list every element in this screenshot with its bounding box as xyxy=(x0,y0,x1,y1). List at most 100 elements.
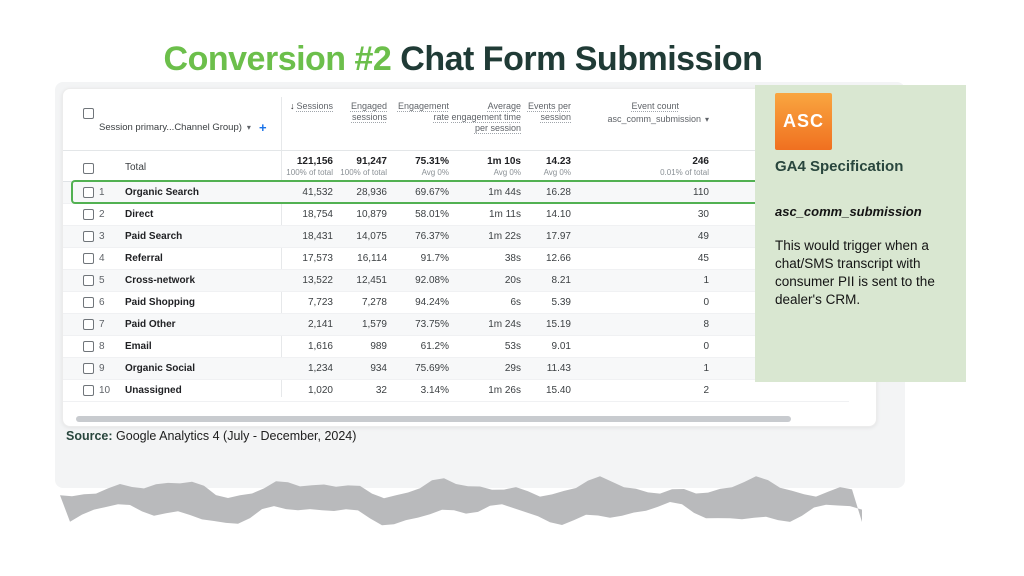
select-all-checkbox[interactable] xyxy=(83,108,94,119)
channel-name: Paid Other xyxy=(125,319,176,330)
column-header-engagement-rate[interactable]: Engagement rate xyxy=(397,101,449,122)
sessions-value: 18,431 xyxy=(302,231,333,242)
total-avg-time: 1m 10s Avg 0% xyxy=(487,156,521,177)
row-spacer xyxy=(709,380,849,401)
row-checkbox[interactable] xyxy=(83,385,94,396)
table-row[interactable]: 7 Paid Other 2,141 1,579 73.75% 1m 24s 15.19 8 xyxy=(63,314,849,336)
title-rest: Chat Form Submission xyxy=(391,40,763,78)
horizontal-scrollbar[interactable] xyxy=(76,416,791,422)
row-checkbox[interactable] xyxy=(83,209,94,220)
sessions-value: 1,234 xyxy=(307,363,333,374)
total-event-count: 246 0.01% of total xyxy=(660,156,709,177)
row-checkbox-cell xyxy=(63,380,99,401)
table-row[interactable]: 3 Paid Search 18,431 14,075 76.37% 1m 22s 17.9… xyxy=(63,226,849,248)
row-checkbox[interactable] xyxy=(83,319,94,330)
channel-name: Cross-network xyxy=(125,275,196,286)
table-row[interactable]: 10 Unassigned 1,020 32 3.14% 1m 26s 15.40 2 xyxy=(63,380,849,402)
torn-paper-edge-decoration xyxy=(60,476,862,526)
event-count-value: 1 xyxy=(703,275,709,286)
select-all-cell xyxy=(63,89,99,150)
dimension-header[interactable]: Session primary...Channel Group) ▾ + xyxy=(99,89,281,150)
row-checkbox-cell xyxy=(63,204,99,225)
row-number: 6 xyxy=(99,297,105,308)
channel-name: Paid Search xyxy=(125,231,183,242)
engagement-rate-value: 91.7% xyxy=(420,253,449,264)
total-engaged: 91,247 100% of total xyxy=(340,156,387,177)
row-checkbox[interactable] xyxy=(83,187,94,198)
table-row[interactable]: 9 Organic Social 1,234 934 75.69% 29s 11.43 1 xyxy=(63,358,849,380)
chevron-down-icon[interactable]: ▾ xyxy=(704,115,709,124)
column-header-sessions[interactable]: ↓ Sessions xyxy=(289,101,333,111)
table-row[interactable]: 2 Direct 18,754 10,879 58.01% 1m 11s 14.10 30 xyxy=(63,204,849,226)
sessions-value: 1,020 xyxy=(307,385,333,396)
table-row[interactable]: 6 Paid Shopping 7,723 7,278 94.24% 6s 5.39 0 xyxy=(63,292,849,314)
table-body: 1 Organic Search 41,532 28,936 69.67% 1m 44s 1… xyxy=(63,180,849,402)
total-sessions: 121,156 100% of total xyxy=(286,156,333,177)
table-row[interactable]: 8 Email 1,616 989 61.2% 53s 9.01 0 xyxy=(63,336,849,358)
spec-heading: GA4 Specification xyxy=(775,158,904,175)
avg-engagement-time-value: 6s xyxy=(510,297,521,308)
table-header: Session primary...Channel Group) ▾ + ↓ Se… xyxy=(63,89,849,151)
row-checkbox-cell xyxy=(63,314,99,335)
total-checkbox[interactable] xyxy=(83,163,94,174)
row-checkbox-cell xyxy=(63,182,99,203)
row-number: 7 xyxy=(99,319,105,330)
asc-logo-text: ASC xyxy=(782,111,824,131)
channel-name: Direct xyxy=(125,209,154,220)
dimension-label: Session primary...Channel Group) xyxy=(99,122,242,133)
table-row[interactable]: 5 Cross-network 13,522 12,451 92.08% 20s 8.21 1 xyxy=(63,270,849,292)
row-number: 3 xyxy=(99,231,105,242)
chevron-down-icon[interactable]: ▾ xyxy=(246,123,251,132)
table-row[interactable]: 4 Referral 17,573 16,114 91.7% 38s 12.66 45 xyxy=(63,248,849,270)
engaged-sessions-value: 1,579 xyxy=(361,319,387,330)
channel-name: Unassigned xyxy=(125,385,182,396)
row-checkbox[interactable] xyxy=(83,341,94,352)
avg-engagement-time-value: 1m 24s xyxy=(488,319,521,330)
sessions-value: 18,754 xyxy=(302,209,333,220)
avg-engagement-time-value: 1m 26s xyxy=(488,385,521,396)
avg-engagement-time-value: 38s xyxy=(504,253,521,264)
add-dimension-icon[interactable]: + xyxy=(258,120,267,135)
engaged-sessions-value: 14,075 xyxy=(356,231,387,242)
events-per-session-value: 15.19 xyxy=(545,319,571,330)
events-per-session-value: 15.40 xyxy=(545,385,571,396)
events-per-session-value: 11.43 xyxy=(546,363,571,374)
table-row[interactable]: 1 Organic Search 41,532 28,936 69.67% 1m 44s 1… xyxy=(63,180,849,204)
column-header-engaged-sessions[interactable]: Engaged sessions xyxy=(350,101,387,122)
column-header-events-per-session[interactable]: Events per session xyxy=(527,101,571,122)
sessions-value: 2,141 xyxy=(307,319,333,330)
row-checkbox[interactable] xyxy=(83,363,94,374)
sessions-value: 13,522 xyxy=(302,275,333,286)
row-checkbox[interactable] xyxy=(83,297,94,308)
events-per-session-value: 14.10 xyxy=(545,209,571,220)
column-header-avg-engagement-time[interactable]: Average engagement time per session xyxy=(451,101,521,133)
channel-name: Referral xyxy=(125,253,163,264)
event-count-value: 49 xyxy=(697,231,709,242)
engagement-rate-value: 76.37% xyxy=(415,231,449,242)
engagement-rate-value: 61.2% xyxy=(420,341,449,352)
total-rate: 75.31% Avg 0% xyxy=(415,156,449,177)
event-count-value: 0 xyxy=(703,297,709,308)
row-checkbox[interactable] xyxy=(83,275,94,286)
engagement-rate-value: 73.75% xyxy=(415,319,449,330)
row-checkbox-cell xyxy=(63,358,99,379)
engagement-rate-value: 75.69% xyxy=(415,363,449,374)
row-checkbox[interactable] xyxy=(83,253,94,264)
source-text: Google Analytics 4 (July - December, 202… xyxy=(112,429,357,443)
row-checkbox-cell xyxy=(63,270,99,291)
row-checkbox[interactable] xyxy=(83,231,94,242)
engaged-sessions-value: 12,451 xyxy=(356,275,387,286)
engagement-rate-value: 92.08% xyxy=(415,275,449,286)
event-name-filter[interactable]: asc_comm_submission xyxy=(607,114,701,124)
column-header-event-count[interactable]: Event count asc_comm_submission ▾ xyxy=(607,101,709,124)
engaged-sessions-value: 32 xyxy=(375,385,387,396)
spec-description: This would trigger when a chat/SMS trans… xyxy=(775,238,935,307)
title-highlight: Conversion #2 xyxy=(163,40,392,78)
sessions-value: 17,573 xyxy=(302,253,333,264)
event-count-value: 0 xyxy=(703,341,709,352)
channel-name: Paid Shopping xyxy=(125,297,195,308)
engaged-sessions-value: 16,114 xyxy=(357,253,387,264)
event-count-value: 110 xyxy=(693,187,709,198)
row-checkbox-cell xyxy=(63,336,99,357)
